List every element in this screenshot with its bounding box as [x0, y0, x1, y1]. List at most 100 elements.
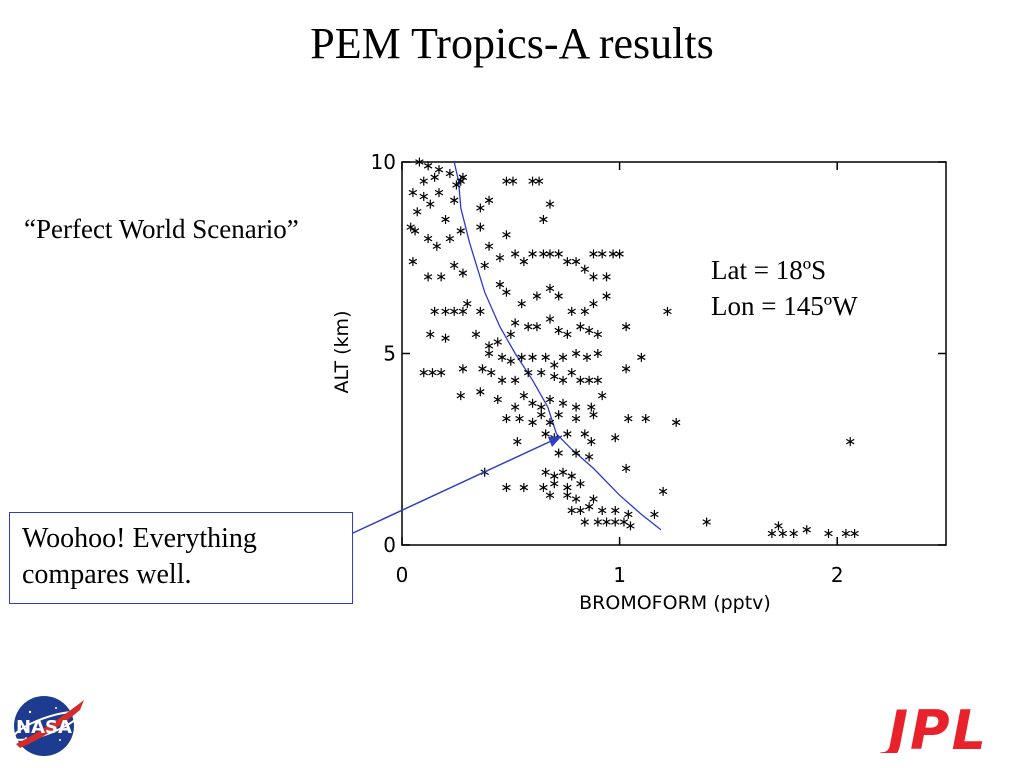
y-tick-label: 10	[371, 150, 396, 174]
latitude-label: Lat = 18ºS	[711, 255, 827, 285]
data-point	[445, 168, 455, 178]
data-point	[824, 529, 833, 539]
x-axis-label: BROMOFORM (pptv)	[579, 592, 771, 614]
data-point	[571, 414, 581, 424]
data-point	[510, 402, 520, 412]
x-tick-label: 1	[613, 563, 626, 587]
data-point	[567, 306, 576, 316]
data-point	[789, 529, 798, 539]
data-point	[517, 352, 526, 362]
data-point	[621, 463, 631, 473]
data-point	[702, 517, 711, 527]
data-point	[528, 176, 537, 186]
data-point	[774, 521, 783, 531]
plot-frame	[401, 161, 947, 546]
model-line-path	[453, 161, 662, 531]
data-point	[528, 417, 537, 427]
data-point	[430, 306, 439, 316]
data-point	[545, 417, 555, 427]
data-point	[554, 326, 563, 336]
data-point	[436, 272, 446, 282]
data-point	[582, 352, 592, 362]
data-point	[554, 410, 563, 420]
callout-arrowhead	[548, 436, 562, 447]
data-point	[571, 257, 581, 267]
data-point	[626, 521, 635, 531]
data-point	[571, 349, 581, 358]
data-point	[484, 195, 494, 205]
data-point	[510, 249, 520, 259]
callout-box: Woohoo! Everything compares well.	[9, 512, 353, 604]
data-point	[426, 199, 435, 209]
data-point	[484, 241, 494, 251]
data-point	[621, 364, 631, 374]
data-point	[584, 375, 594, 385]
data-point	[523, 322, 533, 332]
data-point	[563, 257, 572, 267]
data-point	[510, 318, 520, 328]
observation-points	[406, 157, 859, 539]
data-point	[502, 287, 511, 297]
jpl-logo-text: JPL	[879, 703, 988, 753]
data-point	[406, 222, 415, 232]
data-point	[597, 249, 607, 259]
data-point	[410, 226, 420, 236]
data-point	[658, 486, 668, 496]
data-point	[554, 291, 563, 301]
data-point	[576, 322, 585, 332]
data-point	[545, 283, 555, 293]
data-point	[576, 506, 585, 516]
data-point	[671, 417, 681, 427]
data-point	[593, 349, 603, 358]
data-point	[563, 329, 572, 339]
data-point	[624, 509, 633, 519]
data-point	[445, 234, 455, 244]
data-point	[532, 291, 542, 301]
data-point	[580, 517, 589, 527]
data-point	[458, 306, 468, 316]
data-point	[537, 368, 546, 378]
data-point	[589, 410, 598, 420]
data-point	[587, 402, 596, 412]
data-point	[450, 260, 459, 270]
data-point	[571, 448, 581, 458]
data-point	[497, 352, 507, 362]
data-point	[452, 180, 461, 190]
data-point	[567, 506, 576, 516]
chart-axes: 0 1 2 0 5 10	[371, 150, 947, 587]
data-point	[589, 299, 598, 309]
data-point	[510, 375, 520, 385]
data-point	[484, 349, 494, 358]
data-point	[506, 329, 516, 339]
data-point	[541, 352, 550, 362]
location-coordinates: Lat = 18ºS Lon = 145ºW	[711, 252, 858, 324]
data-point	[624, 414, 633, 424]
data-point	[458, 364, 468, 374]
data-point	[611, 517, 620, 527]
data-point	[419, 368, 428, 378]
data-point	[563, 483, 572, 493]
data-point	[532, 322, 542, 332]
data-point	[545, 314, 555, 324]
y-tick-label: 0	[383, 533, 396, 557]
data-point	[558, 375, 568, 385]
data-point	[456, 226, 465, 236]
data-point	[423, 234, 433, 244]
data-point	[580, 264, 589, 274]
data-point	[545, 199, 555, 209]
nasa-meatball-logo: NASA	[12, 696, 84, 756]
data-point	[541, 429, 550, 439]
data-point	[580, 429, 589, 439]
data-point	[502, 230, 511, 240]
data-point	[517, 299, 526, 309]
data-point	[476, 222, 485, 232]
data-point	[415, 157, 424, 167]
data-point	[554, 448, 563, 458]
data-point	[539, 214, 548, 224]
data-point	[554, 249, 563, 259]
data-point	[523, 368, 533, 378]
data-point	[593, 517, 603, 527]
data-point	[602, 272, 611, 282]
data-point	[571, 494, 581, 504]
data-point	[413, 207, 422, 217]
